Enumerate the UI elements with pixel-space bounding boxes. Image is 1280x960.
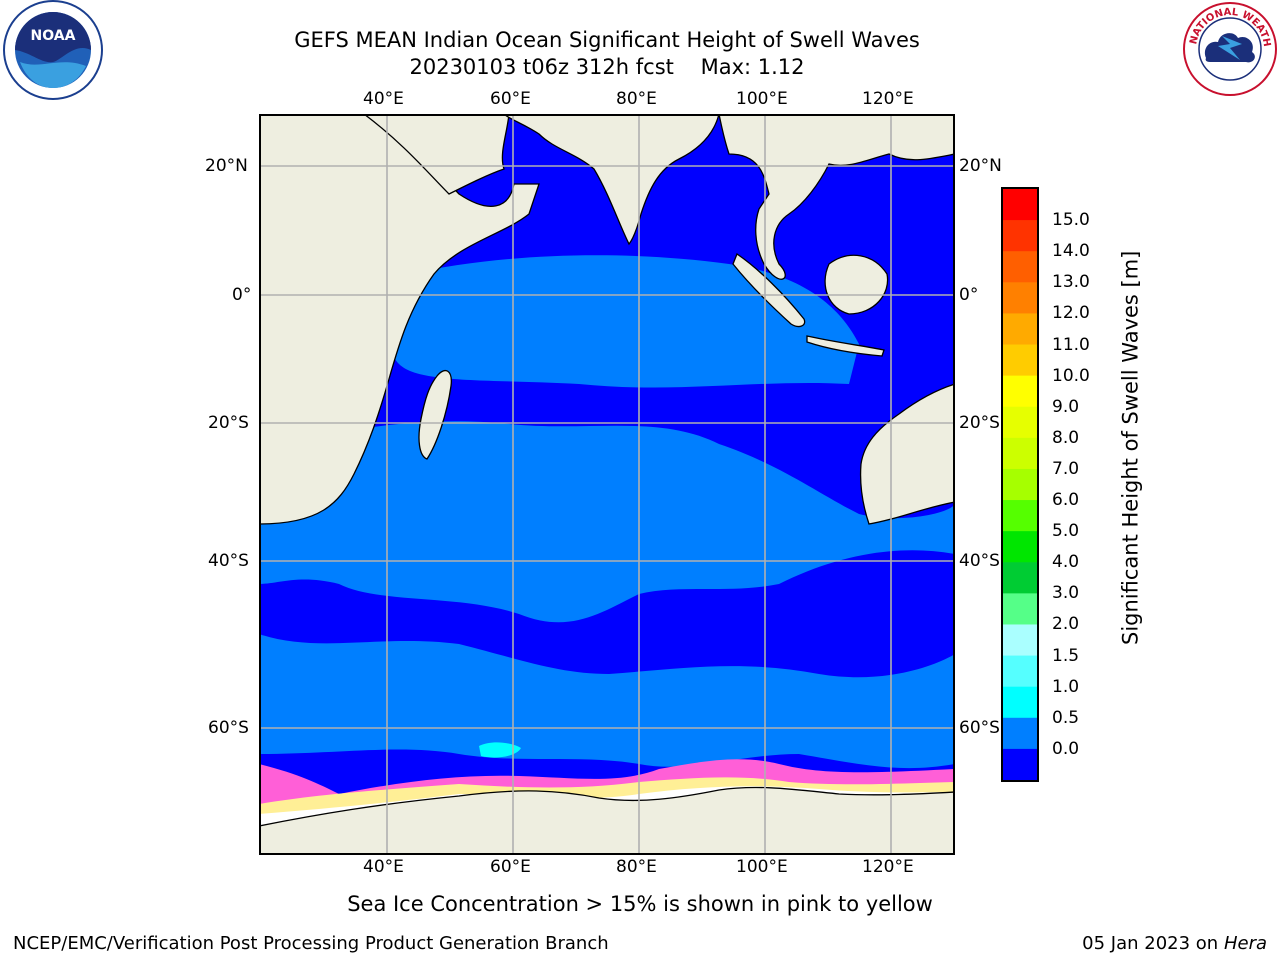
- lon-label-bottom: 100°E: [736, 857, 788, 877]
- lat-label-right: 20°S: [959, 413, 1000, 433]
- colorbar-cell: [1003, 500, 1037, 532]
- lat-label-right: 60°S: [959, 718, 1000, 738]
- colorbar-tick-label: 6.0: [1052, 490, 1080, 511]
- colorbar-tick-label: 12.0: [1052, 303, 1090, 324]
- colorbar-title: Significant Height of Swell Waves [m]: [1118, 250, 1143, 645]
- colorbar-tick-label: 5.0: [1052, 521, 1080, 542]
- footer-credit: NCEP/EMC/Verification Post Processing Pr…: [13, 933, 609, 954]
- lon-label-bottom: 40°E: [363, 857, 404, 877]
- colorbar: [1001, 187, 1039, 782]
- lon-label-top: 40°E: [363, 89, 404, 109]
- noaa-logo: NOAA: [3, 0, 103, 100]
- lat-label-left: 0°: [232, 285, 252, 305]
- southeast-asia-land: [718, 115, 954, 280]
- colorbar-tick-label: 13.0: [1052, 272, 1090, 293]
- lon-label-top: 80°E: [616, 89, 657, 109]
- colorbar-tick-label: 4.0: [1052, 552, 1080, 573]
- colorbar-tick-label: 14.0: [1052, 241, 1090, 262]
- swell-band-south: [260, 634, 954, 769]
- chart-title: GEFS MEAN Indian Ocean Significant Heigh…: [294, 28, 920, 52]
- footer-date-text: 05 Jan 2023 on: [1082, 933, 1224, 954]
- arabia-land: [364, 115, 510, 195]
- colorbar-tick-label: 10.0: [1052, 365, 1090, 386]
- java-land: [806, 335, 885, 357]
- noaa-logo-text: NOAA: [31, 28, 76, 44]
- lat-label-left: 40°S: [208, 551, 249, 571]
- lat-label-right: 40°S: [959, 551, 1000, 571]
- swell-band-central: [260, 421, 954, 623]
- footer-date: 05 Jan 2023 on Hera: [1082, 933, 1267, 955]
- footer-host: Hera: [1223, 933, 1267, 954]
- colorbar-cell: [1003, 375, 1037, 408]
- lat-label-left: 20°S: [208, 413, 249, 433]
- lon-label-bottom: 80°E: [616, 857, 657, 877]
- lat-label-left: 60°S: [208, 718, 249, 738]
- map-panel: [259, 114, 955, 855]
- lat-label-left: 20°N: [205, 156, 248, 176]
- colorbar-cell: [1003, 189, 1037, 221]
- colorbar-cell: [1003, 748, 1037, 781]
- colorbar-tick-label: 2.0: [1052, 614, 1080, 635]
- lon-label-top: 120°E: [862, 89, 914, 109]
- colorbar-cell: [1003, 655, 1037, 688]
- chart-subtitle: 20230103 t06z 312h fcst Max: 1.12: [409, 55, 805, 79]
- colorbar-cell: [1003, 282, 1037, 314]
- lon-label-top: 60°E: [490, 89, 531, 109]
- colorbar-cell: [1003, 686, 1037, 719]
- madagascar-land: [418, 369, 452, 460]
- graticule: [260, 115, 954, 854]
- colorbar-tick-label: 11.0: [1052, 334, 1090, 355]
- colorbar-tick-label: 0.0: [1052, 738, 1080, 759]
- lon-label-top: 100°E: [736, 89, 788, 109]
- antarctica-land: [260, 786, 954, 854]
- colorbar-cell: [1003, 593, 1037, 625]
- map-frame: [259, 114, 955, 855]
- africa-land: [260, 115, 540, 525]
- colorbar-tick-label: 3.0: [1052, 583, 1080, 604]
- lon-label-bottom: 120°E: [862, 857, 914, 877]
- colorbar-tick-label: 9.0: [1052, 396, 1080, 417]
- swell-band-north: [386, 255, 859, 388]
- colorbar-cell: [1003, 562, 1037, 594]
- lat-label-right: 20°N: [959, 156, 1002, 176]
- colorbar-tick-label: 7.0: [1052, 458, 1080, 479]
- colorbar-cell: [1003, 220, 1037, 252]
- sumatra-land: [732, 253, 806, 328]
- colorbar-cell: [1003, 313, 1037, 346]
- colorbar-tick-label: 1.5: [1052, 645, 1080, 666]
- colorbar-cell: [1003, 624, 1037, 657]
- india-land: [504, 115, 720, 246]
- lon-label-bottom: 60°E: [490, 857, 531, 877]
- colorbar-cell: [1003, 344, 1037, 377]
- colorbar-cell: [1003, 468, 1037, 501]
- australia-land: [859, 383, 954, 525]
- colorbar-tick-label: 0.5: [1052, 707, 1080, 728]
- sea-ice-note: Sea Ice Concentration > 15% is shown in …: [347, 892, 933, 916]
- colorbar-tick-label: 8.0: [1052, 427, 1080, 448]
- nws-logo: NATIONAL WEATHER SERVICE: [1180, 0, 1277, 96]
- colorbar-tick-label: 15.0: [1052, 210, 1090, 231]
- lat-label-right: 0°: [959, 285, 979, 305]
- colorbar-cell: [1003, 437, 1037, 470]
- colorbar-tick-label: 1.0: [1052, 676, 1080, 697]
- colorbar-cell: [1003, 251, 1037, 283]
- colorbar-cell: [1003, 717, 1037, 750]
- swell-max-patch: [479, 742, 521, 758]
- colorbar-cell: [1003, 406, 1037, 439]
- colorbar-cell: [1003, 531, 1037, 563]
